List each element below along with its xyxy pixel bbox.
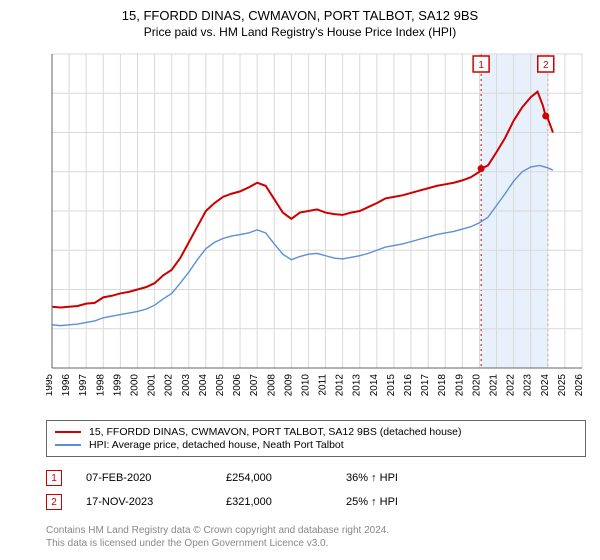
svg-text:2016: 2016 [403, 374, 414, 397]
svg-text:2022: 2022 [506, 374, 517, 397]
svg-text:1: 1 [478, 60, 484, 71]
marker-pct: 25% ↑ HPI [346, 496, 446, 508]
svg-text:2000: 2000 [129, 374, 140, 397]
marker-price: £254,000 [226, 472, 346, 484]
marker-pct: 36% ↑ HPI [346, 472, 446, 484]
marker-table: 1 07-FEB-2020 £254,000 36% ↑ HPI 2 17-NO… [46, 462, 586, 510]
svg-text:2003: 2003 [181, 374, 192, 397]
svg-text:1997: 1997 [78, 374, 89, 397]
svg-text:2024: 2024 [540, 374, 551, 397]
marker-row: 2 17-NOV-2023 £321,000 25% ↑ HPI [46, 494, 586, 510]
chart-title: 15, FFORDD DINAS, CWMAVON, PORT TALBOT, … [0, 8, 600, 23]
marker-date: 07-FEB-2020 [86, 472, 226, 484]
svg-text:2009: 2009 [283, 374, 294, 397]
svg-text:2021: 2021 [489, 374, 500, 397]
svg-text:2019: 2019 [454, 374, 465, 397]
svg-text:1999: 1999 [112, 374, 123, 397]
legend-box: 15, FFORDD DINAS, CWMAVON, PORT TALBOT, … [46, 420, 586, 457]
legend-swatch [55, 431, 81, 433]
legend-item: HPI: Average price, detached house, Neat… [55, 439, 577, 451]
svg-text:2005: 2005 [215, 374, 226, 397]
footer-line: This data is licensed under the Open Gov… [46, 537, 389, 550]
svg-text:2: 2 [543, 60, 549, 71]
svg-text:2004: 2004 [198, 374, 209, 397]
chart-subtitle: Price paid vs. HM Land Registry's House … [0, 25, 600, 39]
svg-text:2020: 2020 [471, 374, 482, 397]
marker-badge: 2 [46, 494, 62, 510]
svg-text:2018: 2018 [437, 374, 448, 397]
legend-label: HPI: Average price, detached house, Neat… [89, 439, 344, 451]
svg-text:1998: 1998 [95, 374, 106, 397]
svg-text:2006: 2006 [232, 374, 243, 397]
svg-text:2015: 2015 [386, 374, 397, 397]
svg-text:2010: 2010 [300, 374, 311, 397]
svg-text:2007: 2007 [249, 374, 260, 397]
svg-text:2001: 2001 [147, 374, 158, 397]
svg-text:2026: 2026 [574, 374, 585, 397]
svg-text:2023: 2023 [523, 374, 534, 397]
footer: Contains HM Land Registry data © Crown c… [46, 524, 389, 550]
svg-text:1996: 1996 [61, 374, 72, 397]
svg-text:2025: 2025 [557, 374, 568, 397]
svg-text:2008: 2008 [266, 374, 277, 397]
legend-swatch [55, 444, 81, 446]
footer-line: Contains HM Land Registry data © Crown c… [46, 524, 389, 537]
chart-svg: £0£50K£100K£150K£200K£250K£300K£350K£400… [46, 48, 588, 412]
marker-price: £321,000 [226, 496, 346, 508]
marker-date: 17-NOV-2023 [86, 496, 226, 508]
marker-badge: 1 [46, 470, 62, 486]
svg-text:2002: 2002 [164, 374, 175, 397]
svg-text:1995: 1995 [46, 374, 55, 397]
legend-label: 15, FFORDD DINAS, CWMAVON, PORT TALBOT, … [89, 426, 462, 438]
chart-plot-area: £0£50K£100K£150K£200K£250K£300K£350K£400… [46, 48, 588, 412]
svg-text:2017: 2017 [420, 374, 431, 397]
marker-row: 1 07-FEB-2020 £254,000 36% ↑ HPI [46, 470, 586, 486]
svg-text:2013: 2013 [352, 374, 363, 397]
chart-container: 15, FFORDD DINAS, CWMAVON, PORT TALBOT, … [0, 0, 600, 560]
svg-text:2014: 2014 [369, 374, 380, 397]
chart-header: 15, FFORDD DINAS, CWMAVON, PORT TALBOT, … [0, 0, 600, 39]
svg-text:2012: 2012 [335, 374, 346, 397]
svg-text:2011: 2011 [318, 374, 329, 396]
legend-item: 15, FFORDD DINAS, CWMAVON, PORT TALBOT, … [55, 426, 577, 438]
